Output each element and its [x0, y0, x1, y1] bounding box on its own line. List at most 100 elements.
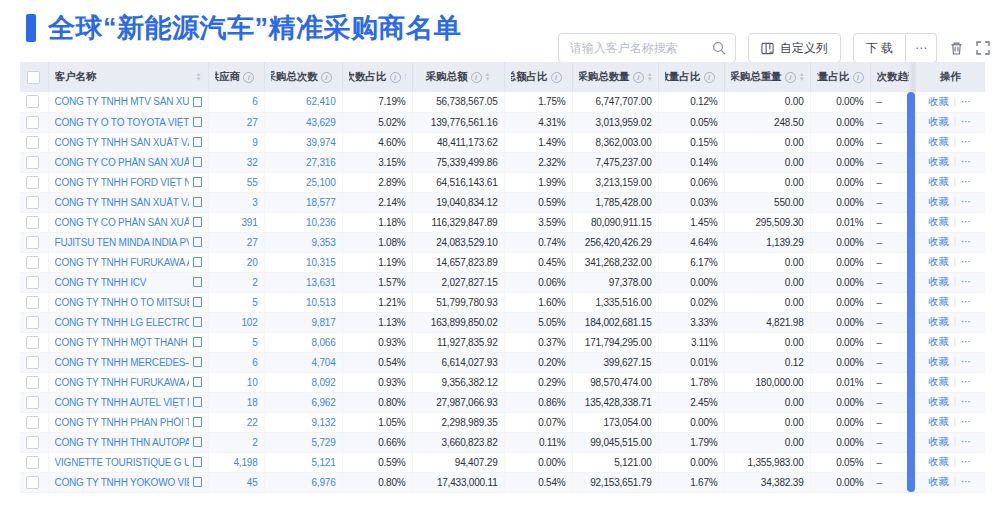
company-name-link[interactable]: CÔNG TY TNHH FURUKAWA A... — [55, 257, 189, 268]
favorite-button[interactable]: 收藏 — [928, 176, 948, 187]
copy-icon[interactable] — [193, 177, 202, 187]
row-more-button[interactable]: ⋯ — [961, 416, 972, 427]
suppliers-count[interactable]: 2 — [208, 272, 264, 292]
row-checkbox[interactable] — [26, 196, 39, 209]
total-purchases[interactable]: 5,121 — [264, 452, 342, 472]
sort-icon[interactable] — [335, 72, 336, 82]
favorite-button[interactable]: 收藏 — [928, 236, 948, 247]
row-more-button[interactable]: ⋯ — [961, 136, 972, 147]
suppliers-count[interactable]: 32 — [208, 152, 264, 172]
favorite-button[interactable]: 收藏 — [928, 416, 948, 427]
row-more-button[interactable]: ⋯ — [961, 276, 972, 287]
total-purchases[interactable]: 18,577 — [264, 192, 342, 212]
row-checkbox[interactable] — [26, 336, 39, 349]
copy-icon[interactable] — [193, 257, 202, 267]
copy-icon[interactable] — [193, 197, 202, 207]
total-purchases[interactable]: 6,976 — [264, 472, 342, 492]
row-checkbox[interactable] — [26, 356, 39, 369]
fullscreen-icon[interactable] — [976, 41, 990, 55]
search-icon[interactable] — [712, 41, 726, 55]
company-name-link[interactable]: CÔNG TY CỔ PHẦN SẢN XUẤT... — [55, 217, 189, 228]
row-checkbox[interactable] — [26, 476, 39, 489]
row-checkbox[interactable] — [26, 416, 39, 429]
row-more-button[interactable]: ⋯ — [961, 236, 972, 247]
row-more-button[interactable]: ⋯ — [961, 116, 972, 127]
suppliers-count[interactable]: 5 — [208, 332, 264, 352]
favorite-button[interactable]: 收藏 — [928, 276, 948, 287]
row-more-button[interactable]: ⋯ — [961, 96, 972, 107]
column-header-total-quantity[interactable]: 采购总数量 — [572, 62, 658, 92]
column-header-total-weight[interactable]: 采购总重量 — [724, 62, 810, 92]
info-icon[interactable] — [853, 72, 864, 83]
company-name-link[interactable]: CÔNG TY TNHH YOKOWO VIỆT... — [55, 477, 189, 488]
company-name-link[interactable]: CÔNG TY TNHH FORD VIỆT NAM — [55, 177, 189, 188]
company-name-link[interactable]: CÔNG TY TNHH SẢN XUẤT VÀ ... — [55, 197, 189, 208]
row-more-button[interactable]: ⋯ — [961, 196, 972, 207]
suppliers-count[interactable]: 9 — [208, 132, 264, 152]
column-header-count-trend[interactable]: 次数趋势 — [870, 62, 915, 92]
total-purchases[interactable]: 5,729 — [264, 432, 342, 452]
favorite-button[interactable]: 收藏 — [928, 316, 948, 327]
total-purchases[interactable]: 62,410 — [264, 92, 342, 112]
favorite-button[interactable]: 收藏 — [928, 116, 948, 127]
total-purchases[interactable]: 39,974 — [264, 132, 342, 152]
row-more-button[interactable]: ⋯ — [961, 296, 972, 307]
row-checkbox[interactable] — [26, 95, 39, 108]
column-header-suppliers[interactable]: 供应商 — [208, 62, 264, 92]
company-name-link[interactable]: CÔNG TY TNHH AUTEL VIỆT N... — [55, 397, 189, 408]
row-more-button[interactable]: ⋯ — [961, 356, 972, 367]
row-more-button[interactable]: ⋯ — [961, 256, 972, 267]
column-header-total-purchases[interactable]: 采购总次数 — [264, 62, 342, 92]
company-name-link[interactable]: CÔNG TY TNHH MERCEDES–B... — [55, 357, 189, 368]
suppliers-count[interactable]: 22 — [208, 412, 264, 432]
copy-icon[interactable] — [193, 217, 202, 227]
row-more-button[interactable]: ⋯ — [961, 156, 972, 167]
favorite-button[interactable]: 收藏 — [928, 216, 948, 227]
row-checkbox[interactable] — [26, 236, 39, 249]
favorite-button[interactable]: 收藏 — [928, 256, 948, 267]
download-more-button[interactable]: ⋯ — [906, 33, 937, 63]
total-purchases[interactable]: 43,629 — [264, 112, 342, 132]
download-button[interactable]: 下 载 — [853, 33, 906, 63]
company-name-link[interactable]: CÔNG TY CỔ PHẦN SẢN XUẤT... — [55, 157, 189, 168]
copy-icon[interactable] — [193, 377, 202, 387]
copy-icon[interactable] — [193, 97, 202, 107]
suppliers-count[interactable]: 27 — [208, 232, 264, 252]
column-header-weight-ratio[interactable]: 重量占比 — [810, 62, 870, 92]
suppliers-count[interactable]: 55 — [208, 172, 264, 192]
row-checkbox[interactable] — [26, 436, 39, 449]
info-icon[interactable] — [633, 72, 644, 83]
suppliers-count[interactable]: 45 — [208, 472, 264, 492]
row-checkbox[interactable] — [26, 176, 39, 189]
company-name-link[interactable]: VIGNETTE TOURISTIQUE G UNI... — [55, 457, 189, 468]
company-name-link[interactable]: CÔNG TY TNHH PHÂN PHỐI T... — [55, 417, 189, 428]
row-more-button[interactable]: ⋯ — [961, 476, 972, 487]
copy-icon[interactable] — [193, 297, 202, 307]
suppliers-count[interactable]: 391 — [208, 212, 264, 232]
copy-icon[interactable] — [193, 277, 202, 287]
copy-icon[interactable] — [193, 237, 202, 247]
favorite-button[interactable]: 收藏 — [928, 376, 948, 387]
copy-icon[interactable] — [193, 397, 202, 407]
suppliers-count[interactable]: 18 — [208, 392, 264, 412]
sort-icon[interactable] — [196, 72, 202, 82]
company-name-link[interactable]: CÔNG TY TNHH MỘT THÀNH V... — [55, 337, 189, 348]
row-checkbox[interactable] — [26, 316, 39, 329]
suppliers-count[interactable]: 102 — [208, 312, 264, 332]
suppliers-count[interactable]: 20 — [208, 252, 264, 272]
company-name-link[interactable]: CÔNG TY TNHH LG ELECTRON... — [55, 317, 189, 328]
copy-icon[interactable] — [193, 437, 202, 447]
row-checkbox[interactable] — [26, 136, 39, 149]
company-name-link[interactable]: CÔNG TY TNHH FURUKAWA A... — [55, 377, 189, 388]
total-purchases[interactable]: 13,631 — [264, 272, 342, 292]
suppliers-count[interactable]: 27 — [208, 112, 264, 132]
suppliers-count[interactable]: 2 — [208, 432, 264, 452]
column-header-count-ratio[interactable]: 次数占比 — [342, 62, 412, 92]
customer-search-box[interactable] — [558, 33, 736, 63]
company-name-link[interactable]: CÔNG TY Ô TÔ TOYOTA VIỆT ... — [55, 117, 189, 128]
info-icon[interactable] — [321, 72, 332, 83]
suppliers-count[interactable]: 6 — [208, 352, 264, 372]
row-checkbox[interactable] — [26, 256, 39, 269]
sort-icon[interactable] — [647, 72, 652, 82]
total-purchases[interactable]: 10,236 — [264, 212, 342, 232]
